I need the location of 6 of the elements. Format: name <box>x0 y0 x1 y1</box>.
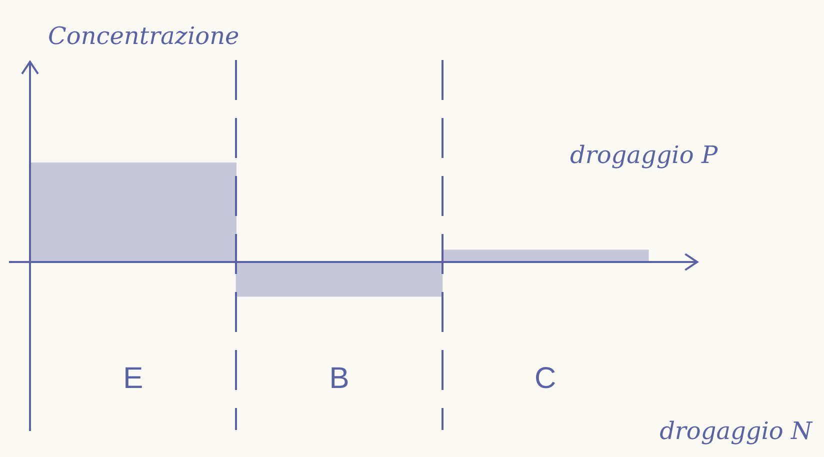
x-tick-label: C <box>534 362 556 396</box>
x-tick-label: B <box>329 362 350 396</box>
y-axis-title: Concentrazione <box>48 22 240 50</box>
text: drogaggio N <box>660 417 813 446</box>
x-tick-label: E <box>123 362 144 396</box>
annotation: drogaggio P <box>570 141 718 170</box>
